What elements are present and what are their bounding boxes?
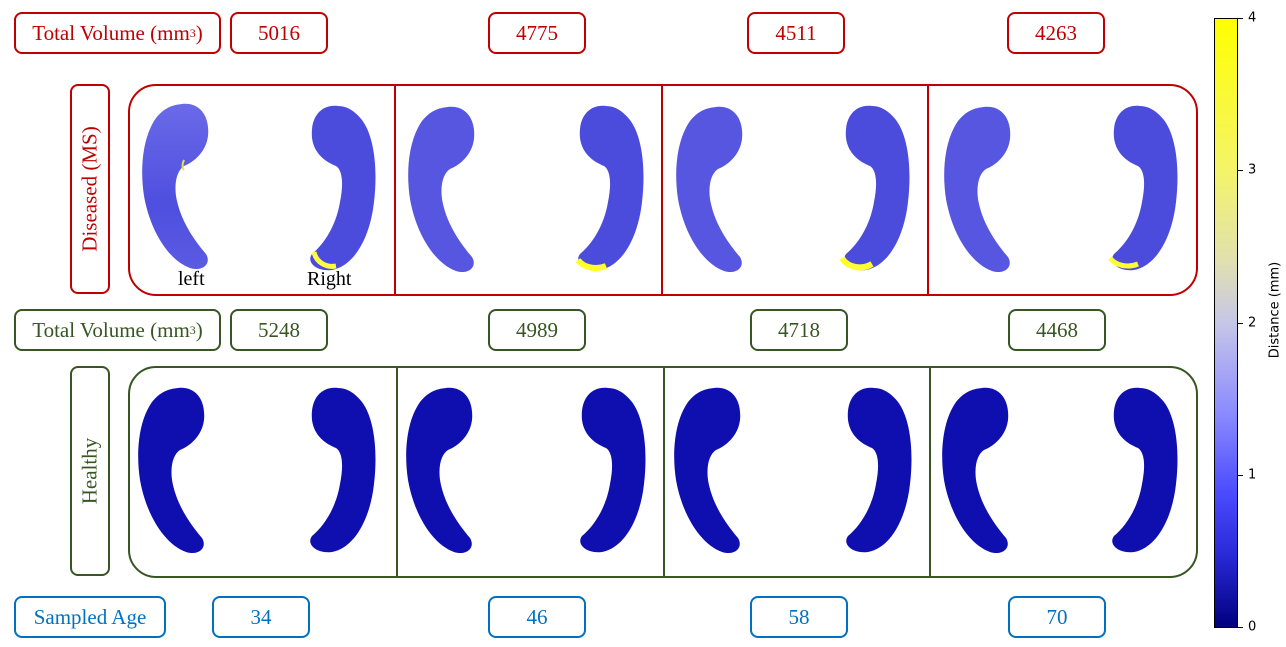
healthy-right-hippocampus <box>846 387 912 553</box>
panel-divider <box>929 368 931 576</box>
colorbar-title: Distance (mm) <box>1267 261 1283 359</box>
diseased-row-label-text: Diseased (MS) <box>77 126 102 252</box>
panel-divider <box>927 86 929 294</box>
left-hemisphere-label: left <box>178 268 205 290</box>
colorbar-tick-label: 1 <box>1248 467 1257 483</box>
sampled-age-label: Sampled Age <box>14 596 166 638</box>
volume-label-text: Total Volume (mm <box>32 317 190 342</box>
healthy-left-hippocampus <box>406 387 473 554</box>
volume-unit-exponent: 3 <box>189 322 196 337</box>
panel-divider <box>396 368 398 576</box>
colorbar-tick <box>1238 323 1243 324</box>
colorbar-tick <box>1238 627 1243 628</box>
healthy-volume-value: 4989 <box>488 309 586 351</box>
colorbar-tick-label: 3 <box>1248 162 1257 178</box>
colorbar-tick <box>1238 18 1243 19</box>
diseased-volume-value: 4263 <box>1007 12 1105 54</box>
diseased-left-hippocampus <box>944 106 1011 273</box>
healthy-volume-label: Total Volume (mm 3) <box>14 309 221 351</box>
age-value: 70 <box>1008 596 1106 638</box>
diseased-left-hippocampus <box>676 106 743 273</box>
healthy-panel <box>128 366 1198 578</box>
healthy-volume-value: 4718 <box>750 309 848 351</box>
colorbar-tick <box>1238 475 1243 476</box>
diseased-panel <box>128 84 1198 296</box>
age-value: 34 <box>212 596 310 638</box>
panel-divider <box>394 86 396 294</box>
diseased-right-hippocampus <box>839 105 910 271</box>
healthy-left-hippocampus <box>674 387 741 554</box>
right-hemisphere-label: Right <box>307 268 352 290</box>
volume-label-end: ) <box>195 317 203 342</box>
healthy-left-hippocampus <box>138 387 205 554</box>
healthy-right-hippocampus <box>580 387 646 553</box>
diseased-volume-value: 4511 <box>747 12 845 54</box>
age-value: 58 <box>750 596 848 638</box>
diseased-right-hippocampus <box>575 105 644 271</box>
diseased-left-hippocampus <box>408 106 475 273</box>
panel-divider <box>663 368 665 576</box>
healthy-row-label: Healthy <box>70 366 110 576</box>
diseased-row-label: Diseased (MS) <box>70 84 110 294</box>
diseased-right-hippocampus <box>1108 105 1178 271</box>
panel-divider <box>661 86 663 294</box>
age-value: 46 <box>488 596 586 638</box>
volume-label-end: ) <box>195 20 203 45</box>
distance-colorbar <box>1214 18 1238 628</box>
volume-unit-exponent: 3 <box>189 25 196 40</box>
colorbar-tick-label: 0 <box>1248 619 1257 635</box>
healthy-volume-value: 5248 <box>230 309 328 351</box>
healthy-right-hippocampus <box>1112 387 1178 553</box>
volume-label-text: Total Volume (mm <box>32 20 190 45</box>
diseased-volume-value: 4775 <box>488 12 586 54</box>
healthy-volume-value: 4468 <box>1008 309 1106 351</box>
diseased-right-hippocampus <box>310 105 376 271</box>
healthy-row-label-text: Healthy <box>77 437 102 505</box>
colorbar-tick-label: 4 <box>1248 10 1257 26</box>
diseased-volume-value: 5016 <box>230 12 328 54</box>
diseased-volume-label: Total Volume (mm 3) <box>14 12 221 54</box>
healthy-right-hippocampus <box>310 387 376 553</box>
colorbar-tick <box>1238 170 1243 171</box>
diseased-left-hippocampus <box>142 103 209 270</box>
healthy-left-hippocampus <box>942 387 1009 554</box>
colorbar-tick-label: 2 <box>1248 315 1257 331</box>
